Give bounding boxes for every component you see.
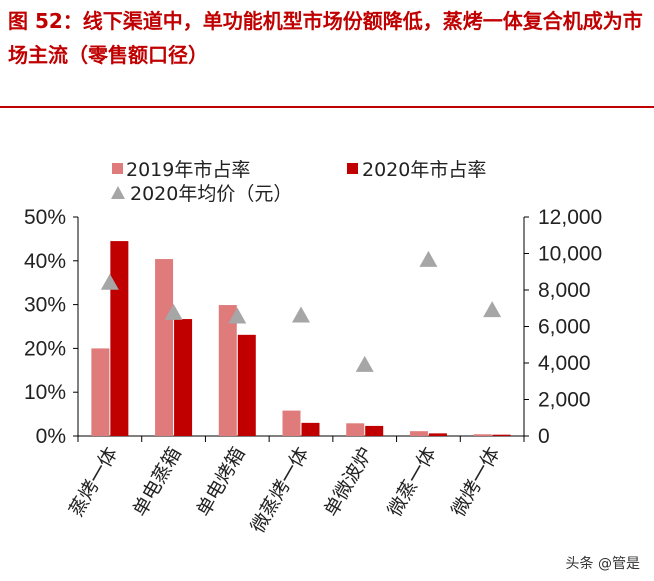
watermark: 头条 @管是: [565, 556, 640, 572]
bar-2019: [282, 410, 301, 436]
category-label: 蒸烤一体: [65, 444, 122, 521]
price-marker: [292, 306, 310, 323]
price-marker: [228, 307, 247, 324]
price-marker: [100, 273, 119, 290]
legend-label-price: 2020年均价（元）: [130, 183, 292, 205]
left-tick-label: 20%: [24, 337, 66, 360]
left-tick-label: 10%: [24, 381, 66, 404]
category-label: 单微波炉: [320, 444, 377, 521]
price-marker: [483, 301, 502, 318]
price-marker: [355, 355, 374, 372]
legend-label-2019: 2019年市占率: [126, 159, 250, 181]
category-label: 微烤一体: [447, 443, 504, 520]
bar-2020: [492, 434, 511, 436]
legend-swatch-2019: [112, 163, 123, 174]
left-tick-label: 0%: [36, 425, 66, 448]
figure-title: 图 52：线下渠道中，单功能机型市场份额降低，蒸烤一体复合机成为市场主流（零售额…: [8, 9, 643, 67]
bar-2020: [428, 433, 447, 436]
right-tick-label: 10,000: [538, 243, 602, 266]
legend-swatch-2020: [347, 163, 358, 174]
bar-2019: [346, 423, 365, 436]
bar-2020: [237, 334, 256, 436]
legend-label-2020: 2020年市占率: [362, 159, 486, 181]
right-tick-label: 12,000: [538, 206, 602, 229]
right-tick-label: 4,000: [538, 352, 591, 375]
legend-marker-price: [111, 186, 125, 199]
bar-2020: [110, 241, 129, 436]
bar-2020: [174, 319, 193, 436]
bar-2019: [91, 348, 110, 436]
category-label: 单电蒸箱: [129, 444, 186, 521]
bar-2019: [218, 305, 237, 436]
bar-2019: [409, 431, 428, 436]
right-tick-label: 2,000: [538, 389, 591, 412]
bar-2020: [301, 422, 320, 436]
bar-2019: [155, 259, 174, 436]
category-label: 单电烤箱: [193, 444, 250, 521]
right-tick-label: 8,000: [538, 279, 591, 302]
left-tick-label: 30%: [24, 294, 66, 317]
left-tick-label: 50%: [24, 206, 66, 229]
price-marker: [164, 303, 183, 320]
bar-2019: [473, 434, 492, 436]
bar-2020: [365, 425, 384, 436]
left-tick-label: 40%: [24, 250, 66, 273]
right-tick-label: 0: [538, 425, 550, 448]
right-tick-label: 6,000: [538, 316, 591, 339]
category-label: 微蒸烤一体: [247, 444, 314, 537]
price-marker: [419, 250, 438, 267]
category-label: 微蒸一体: [384, 444, 441, 521]
title-rule: [0, 106, 654, 108]
